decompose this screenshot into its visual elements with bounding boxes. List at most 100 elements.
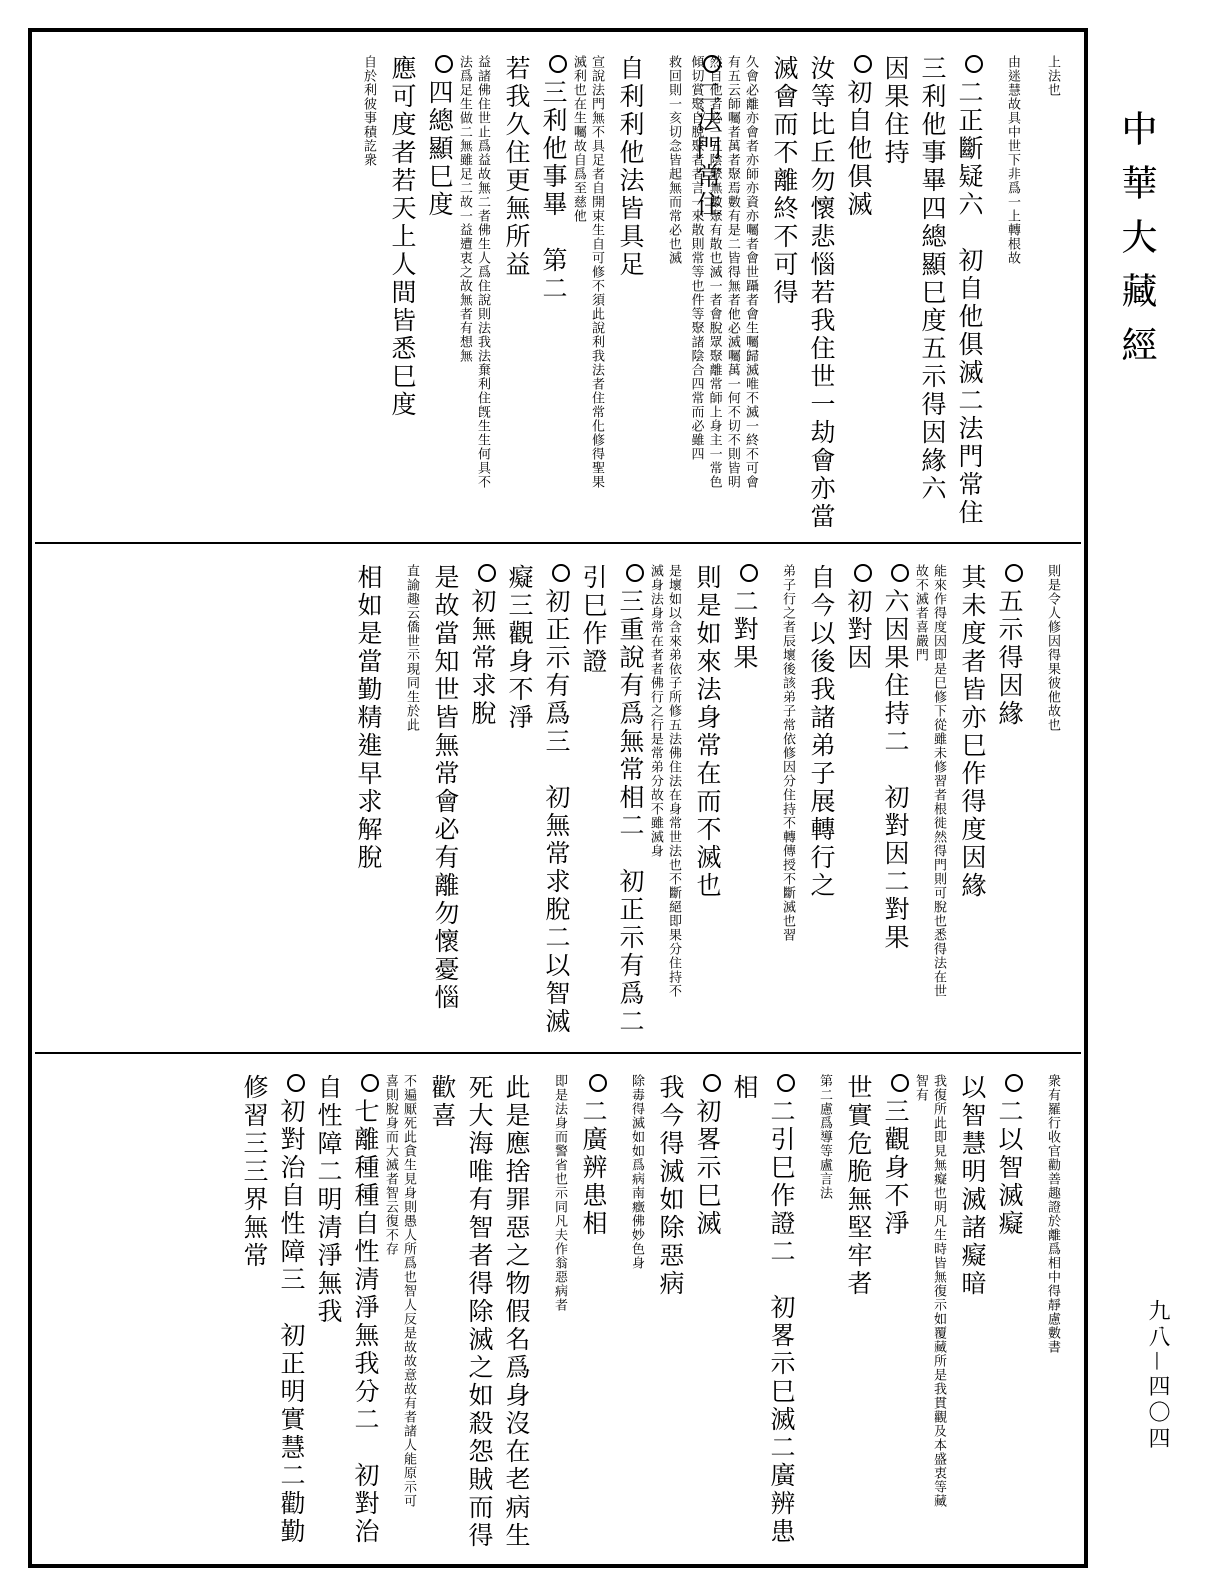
text-column: 衆有羅行收官勸善趣證於離爲相中得靜慮數書 [1035, 1074, 1063, 1541]
text-column: 自今以後我諸弟子展轉行之 [810, 564, 835, 1031]
scripture-line: 自利利他法皆具足 [619, 55, 644, 279]
line-text: 二對果 [728, 588, 764, 672]
section-heading: 七離種種自性清淨無我分二 初對治 [354, 1074, 379, 1546]
text-column: 汝等比丘勿懷悲惱若我住世一劫會亦當 [810, 55, 835, 522]
circle-marker-icon [287, 1074, 305, 1092]
line-text: 因果住持 [879, 55, 915, 167]
text-column: 益諸佛住世止爲益故無二者佛生人爲住說則法我法棄利住旣生生何具不法爲足生做二無雖足… [465, 55, 493, 522]
text-column: 初畧示巳滅 [696, 1074, 721, 1541]
scripture-line: 相如是當勤精進早求解脫 [357, 564, 382, 872]
scripture-line: 歡喜 [431, 1074, 456, 1130]
text-column: 二引巳作證二 初畧示巳滅二廣辨患 [770, 1074, 795, 1541]
section-heading: 四總顯巳度 [428, 55, 453, 219]
text-column: 引巳作證 [582, 564, 607, 1031]
text-column: 宣說法門無不具足者自開束生自可修不須此說利我法者住常化修得聖果滅利也在生囑故自爲… [579, 55, 607, 522]
line-text: 以智慧明滅諸癡暗 [956, 1074, 992, 1298]
section-heading: 初畧示巳滅 [696, 1074, 721, 1238]
text-column: 死大海唯有智者得除滅之如殺怨賊而得 [468, 1074, 493, 1541]
text-column: 自利利他法皆具足 [619, 55, 644, 522]
scripture-line: 自今以後我諸弟子展轉行之 [810, 564, 835, 900]
annotation-text: 自於利彼事積訖衆 [351, 55, 379, 167]
text-column: 則是令人修因得果彼他故也 [1035, 564, 1063, 1031]
line-text: 初正示有爲三 初無常求脫二以智滅 [540, 588, 576, 1036]
section-heading: 二廣辨患相 [582, 1074, 607, 1238]
section-heading: 二以智滅癡 [998, 1074, 1023, 1238]
scripture-line: 應可度者若天上人間皆悉巳度 [391, 55, 416, 419]
line-text: 五示得因緣 [993, 588, 1029, 728]
circle-marker-icon [1005, 1074, 1023, 1092]
annotation-text: 能來作得度因即是巳修下從雖未修習者根徙然得門則可脫也悉得法在世故不滅者喜嚴門 [921, 564, 949, 1004]
line-text: 二引巳作證二 初畧示巳滅二廣辨患 [765, 1098, 801, 1546]
text-column: 初對因 [847, 564, 872, 1031]
text-column: 三利他事畢四總顯巳度五示得因緣六 [921, 55, 946, 522]
row-1: 上法也由迷慧故具中世下非爲一上轉根故二正斷疑六 初自他俱滅二法門常住三利他事畢四… [35, 35, 1081, 544]
text-column: 不遍厭死此貪生見身則愚人所爲也智人反是故故意故有者諸人能原示可喜則脫身而大滅者智… [391, 1074, 419, 1541]
section-heading: 三重說有爲無常相二 初正示有爲二 [619, 564, 644, 1036]
line-text: 初畧示巳滅 [691, 1098, 727, 1238]
annotation-text: 直諭趣云僑世示現同生於此 [394, 564, 422, 732]
text-column: 直諭趣云僑世示現同生於此 [394, 564, 422, 1031]
scripture-line: 則是如來法身常在而不滅也 [696, 564, 721, 900]
book-title: 中華大藏經 [1114, 110, 1165, 380]
annotation-text: 久會必離亦會者亦師亦資亦囑者會世躡者會生囑歸滅唯不滅一終不可會有五云師囑者萬者聚… [733, 55, 761, 495]
circle-marker-icon [965, 55, 983, 73]
line-text: 自今以後我諸弟子展轉行之 [805, 564, 841, 900]
scripture-line: 引巳作證 [582, 564, 607, 676]
text-column: 因果住持 [884, 55, 909, 522]
line-text: 自利利他法皆具足 [614, 55, 650, 279]
line-text: 引巳作證 [577, 564, 613, 676]
text-column: 自於利彼事積訖衆 [351, 55, 379, 522]
line-text: 其未度者皆亦巳作得度因緣 [956, 564, 992, 900]
line-text: 滅會而不離終不可得 [768, 55, 804, 307]
scripture-line: 癡三觀身不淨 [508, 564, 533, 732]
text-column: 我今得滅如除惡病 [659, 1074, 684, 1541]
section-heading: 三利他事畢 第二 [542, 55, 567, 303]
line-text: 二廣辨患相 [577, 1098, 613, 1238]
text-column: 初正示有爲三 初無常求脫二以智滅 [545, 564, 570, 1031]
circle-marker-icon [552, 564, 570, 582]
annotation-text: 則是令人修因得果彼他故也 [1035, 564, 1063, 732]
scripture-line: 我今得滅如除惡病 [659, 1074, 684, 1298]
scripture-line: 因果住持 [884, 55, 909, 167]
text-column: 弟子行之者辰壞後該弟子常依修因分住持不轉傳授不斷滅也習 [770, 564, 798, 1031]
section-heading: 二正斷疑六 初自他俱滅二法門常住 [958, 55, 983, 527]
line-text: 死大海唯有智者得除滅之如殺怨賊而得 [463, 1074, 499, 1550]
line-text: 三重說有爲無常相二 初正示有爲二 [614, 588, 650, 1036]
line-text: 初對治自性障三 初正明實慧二勸勤 [275, 1098, 311, 1546]
circle-marker-icon [740, 564, 758, 582]
text-column: 滅會而不離終不可得 [773, 55, 798, 522]
section-heading: 初對因 [847, 564, 872, 672]
annotation-text: 不遍厭死此貪生見身則愚人所爲也智人反是故故意故有者諸人能原示可喜則脫身而大滅者智… [391, 1074, 419, 1514]
scripture-line: 汝等比丘勿懷悲惱若我住世一劫會亦當 [810, 55, 835, 531]
annotation-text: 益諸佛住世止爲益故無二者佛生人爲住說則法我法棄利住旣生生何具不法爲足生做二無雖足… [465, 55, 493, 495]
annotation-text: 上法也 [1035, 55, 1063, 97]
text-column: 初自他俱滅 [847, 55, 872, 522]
annotation-text: 除毒得滅如如爲病南癥佛妙色身 [619, 1074, 647, 1270]
scripture-line: 世實危脆無堅牢者 [847, 1074, 872, 1298]
annotation-text: 衆有羅行收官勸善趣證於離爲相中得靜慮數書 [1035, 1074, 1063, 1354]
circle-marker-icon [777, 1074, 795, 1092]
text-column: 二正斷疑六 初自他俱滅二法門常住 [958, 55, 983, 522]
section-heading: 初正示有爲三 初無常求脫二以智滅 [545, 564, 570, 1036]
text-column: 是故當知世皆無常會必有離勿懷憂惱 [434, 564, 459, 1031]
annotation-text: 宣說法門無不具足者自開束生自可修不須此說利我法者住常化修得聖果滅利也在生囑故自爲… [579, 55, 607, 495]
section-heading: 三觀身不淨 [884, 1074, 909, 1238]
text-column: 三觀身不淨 [884, 1074, 909, 1541]
scripture-line: 滅會而不離終不可得 [773, 55, 798, 307]
text-column: 七離種種自性清淨無我分二 初對治 [354, 1074, 379, 1541]
text-column: 世實危脆無堅牢者 [847, 1074, 872, 1541]
text-column: 第二慮爲導等盧言法 [807, 1074, 835, 1541]
line-text: 歡喜 [426, 1074, 462, 1130]
row-2: 則是令人修因得果彼他故也五示得因緣其未度者皆亦巳作得度因緣能來作得度因即是巳修下… [35, 544, 1081, 1053]
section-heading: 初對治自性障三 初正明實慧二勸勤 [280, 1074, 305, 1546]
scripture-line: 此是應捨罪惡之物假名爲身沒在老病生 [505, 1074, 530, 1550]
text-column: 三重說有爲無常相二 初正示有爲二 [619, 564, 644, 1031]
line-text: 癡三觀身不淨 [503, 564, 539, 732]
text-column: 三利他事畢 第二 [542, 55, 567, 522]
section-heading: 初無常求脫 [471, 564, 496, 728]
text-column: 其未度者皆亦巳作得度因緣 [961, 564, 986, 1031]
line-text: 初自他俱滅 [842, 79, 878, 219]
annotation-text: 第二慮爲導等盧言法 [807, 1074, 835, 1200]
line-text: 汝等比丘勿懷悲惱若我住世一劫會亦當 [805, 55, 841, 531]
text-column: 二以智滅癡 [998, 1074, 1023, 1541]
